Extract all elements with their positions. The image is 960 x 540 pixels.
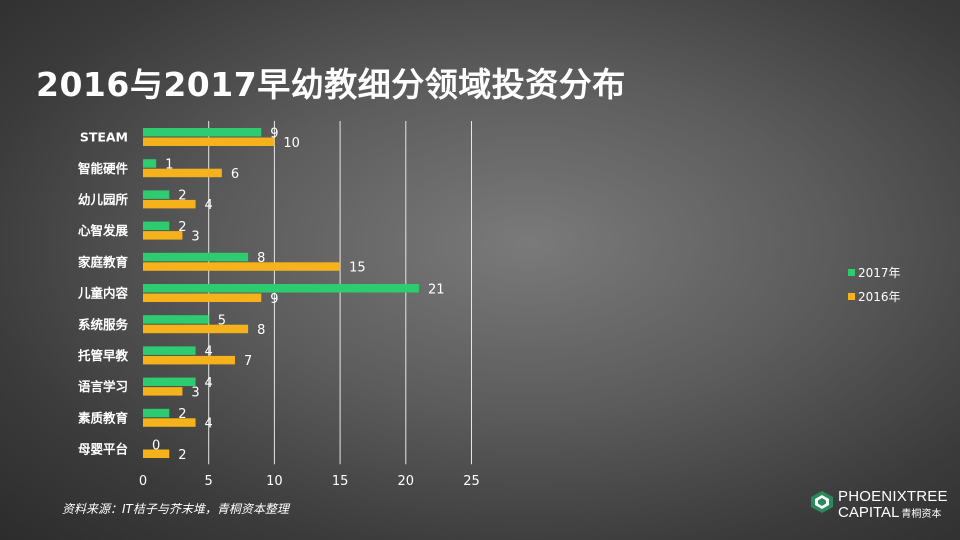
bar-2016 — [143, 231, 183, 240]
x-tick-label: 10 — [266, 474, 283, 489]
data-label: 6 — [231, 167, 239, 182]
y-category-label: 心智发展 — [78, 223, 129, 238]
chart-title: 2016与2017早幼教细分领域投资分布 — [36, 65, 626, 104]
legend-label: 2017年 — [858, 266, 901, 280]
data-label: 2 — [178, 407, 186, 422]
data-label: 10 — [283, 136, 300, 151]
brand-chinese-name: 青桐资本 — [901, 509, 942, 520]
bar-2017 — [143, 252, 249, 262]
bar-2016 — [143, 293, 262, 302]
y-category-label: 语言学习 — [78, 379, 128, 394]
bar-2016 — [143, 199, 196, 209]
data-label: 21 — [428, 282, 445, 297]
data-label: 8 — [257, 251, 265, 266]
legend-label: 2016年 — [858, 290, 901, 304]
x-tick-label: 5 — [205, 474, 213, 489]
bar-2017 — [143, 221, 170, 231]
bar-2017 — [143, 408, 170, 418]
bar-2016 — [143, 168, 222, 178]
data-label: 8 — [257, 323, 265, 338]
x-tick-label: 25 — [463, 474, 480, 489]
bar-2017 — [143, 190, 170, 199]
phoenixtree-logo-icon — [811, 491, 833, 513]
data-label: 7 — [244, 354, 252, 369]
brand-subname: CAPITAL 青桐资本 — [838, 504, 941, 521]
brand-logo: PHOENIXTREE CAPITAL 青桐资本 — [810, 488, 950, 522]
y-category-label: 智能硬件 — [77, 161, 129, 176]
bar-2016 — [143, 355, 235, 365]
y-category-label: 系统服务 — [78, 317, 129, 332]
data-label: 2 — [178, 189, 186, 204]
y-category-label: 托管早教 — [78, 348, 129, 363]
data-label: 4 — [205, 345, 213, 360]
legend-swatch — [848, 293, 855, 300]
data-label: 4 — [205, 376, 213, 391]
bar-2016 — [143, 418, 196, 427]
y-category-label: STEAM — [80, 130, 128, 145]
data-label: 3 — [191, 229, 199, 244]
bar-2017 — [143, 315, 209, 324]
bar-2017 — [143, 128, 262, 137]
brand-name: PHOENIXTREE — [838, 488, 948, 505]
x-tick-label: 15 — [332, 474, 349, 489]
data-label: 9 — [270, 292, 278, 307]
bar-2017 — [143, 159, 157, 168]
bar-2016 — [143, 262, 341, 271]
data-label: 4 — [205, 198, 213, 213]
data-label: 2 — [178, 220, 186, 235]
y-category-label: 家庭教育 — [78, 254, 129, 269]
data-label: 0 — [152, 438, 160, 453]
data-label: 15 — [349, 261, 366, 276]
bar-2016 — [143, 324, 249, 334]
data-label: 5 — [218, 313, 226, 328]
bar-2017 — [143, 346, 196, 355]
y-category-label: 幼儿园所 — [78, 192, 129, 207]
data-label: 1 — [165, 157, 173, 172]
y-category-label: 母婴平台 — [78, 442, 128, 457]
x-tick-label: 0 — [139, 474, 147, 489]
data-label: 2 — [178, 448, 186, 463]
brand-capital: CAPITAL — [838, 504, 900, 521]
x-tick-label: 20 — [398, 474, 415, 489]
legend-swatch — [848, 269, 855, 276]
source-note: 资料来源：IT桔子与芥末堆，青桐资本整理 — [62, 502, 289, 516]
y-category-label: 素质教育 — [78, 410, 129, 425]
data-label: 3 — [191, 385, 199, 400]
data-label: 9 — [270, 126, 278, 141]
y-category-label: 儿童内容 — [77, 286, 129, 301]
bar-2017 — [143, 284, 419, 293]
bar-2017 — [143, 377, 196, 387]
bar-2016 — [143, 387, 183, 396]
bar-2016 — [143, 449, 170, 458]
bar-2016 — [143, 137, 275, 146]
data-label: 4 — [205, 417, 213, 432]
